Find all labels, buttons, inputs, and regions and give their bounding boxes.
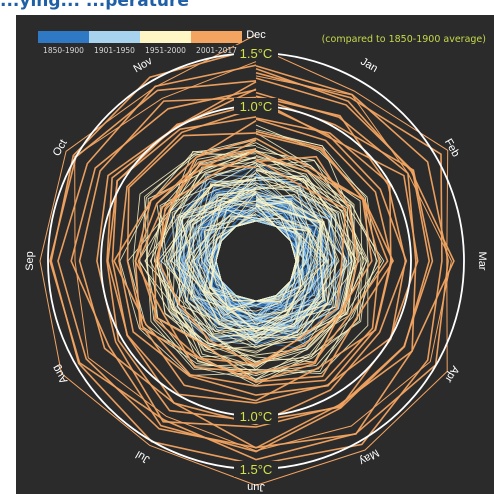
ring-label-bg	[234, 45, 278, 61]
legend-label: 1951-2000	[145, 46, 186, 55]
month-label: Jul	[134, 448, 152, 465]
spiral-chart: 1.0°C1.0°C1.5°C1.5°CDecJanFebMarAprMayJu…	[24, 29, 488, 493]
legend-item: 1951-2000	[140, 31, 191, 55]
series-line	[96, 81, 434, 428]
series-line	[113, 120, 381, 387]
month-label: Jan	[358, 56, 379, 75]
legend-swatch	[191, 31, 242, 43]
reference-ring	[47, 52, 465, 470]
legend-item: 1901-1950	[89, 31, 140, 55]
month-label: Dec	[246, 29, 266, 41]
ring-label-bg	[234, 98, 278, 114]
series-line	[70, 77, 431, 453]
series-line	[193, 190, 305, 325]
series-line	[177, 177, 328, 335]
series-line	[167, 175, 327, 338]
series-line	[107, 97, 419, 404]
legend-label: 1901-1950	[94, 46, 135, 55]
month-label: May	[357, 446, 381, 467]
series-line	[197, 194, 312, 320]
series-line	[210, 196, 301, 311]
series-line	[57, 64, 455, 449]
series-line	[171, 164, 333, 349]
ring-label-bg	[234, 461, 278, 477]
series-line	[160, 172, 353, 342]
ring-label: 1.5°C	[240, 46, 273, 61]
series-line	[157, 158, 347, 367]
legend-swatch	[140, 31, 191, 43]
month-label: Apr	[442, 364, 461, 385]
series-line	[74, 61, 452, 452]
ring-label-bg	[234, 408, 278, 424]
series-lines	[39, 34, 455, 486]
legend-label: 2001-2017	[196, 46, 237, 55]
series-line	[156, 142, 356, 363]
series-line	[184, 166, 352, 343]
legend-swatch	[38, 31, 89, 43]
title-strip: ...ying... ...perature	[0, 0, 494, 15]
month-label: Aug	[50, 363, 70, 386]
series-line	[209, 205, 297, 312]
legend-item: 1850-1900	[38, 31, 89, 55]
series-line	[170, 176, 338, 344]
series-line	[39, 34, 449, 486]
ring-label: 1.5°C	[240, 462, 273, 477]
legend: 1850-1900 1901-1950 1951-2000 2001-2017	[38, 31, 242, 55]
series-line	[159, 159, 357, 352]
ring-label: 1.0°C	[240, 409, 273, 424]
series-line	[154, 137, 359, 365]
month-label: Sep	[24, 251, 36, 271]
series-line	[126, 118, 393, 402]
legend-label: 1850-1900	[43, 46, 84, 55]
month-label: Nov	[131, 55, 154, 75]
legend-swatch	[89, 31, 140, 43]
series-line	[169, 178, 324, 332]
ring-label: 1.0°C	[240, 99, 273, 114]
month-label: Oct	[51, 138, 70, 159]
series-line	[132, 129, 369, 374]
baseline-note: (compared to 1850-1900 average)	[321, 34, 486, 45]
series-line	[144, 150, 349, 368]
month-label: Jun	[247, 481, 265, 493]
legend-item: 2001-2017	[191, 31, 242, 55]
page-title: ...ying... ...perature	[0, 0, 189, 11]
series-line	[168, 169, 353, 349]
chart-panel: 1.0°C 1.0°C 1.5°C 1.5°C Dec Jan Feb Mar Apr May Ju…	[16, 15, 494, 494]
month-label: Mar	[476, 252, 488, 271]
series-line	[206, 202, 328, 319]
series-line	[176, 164, 345, 354]
series-line	[145, 149, 368, 363]
